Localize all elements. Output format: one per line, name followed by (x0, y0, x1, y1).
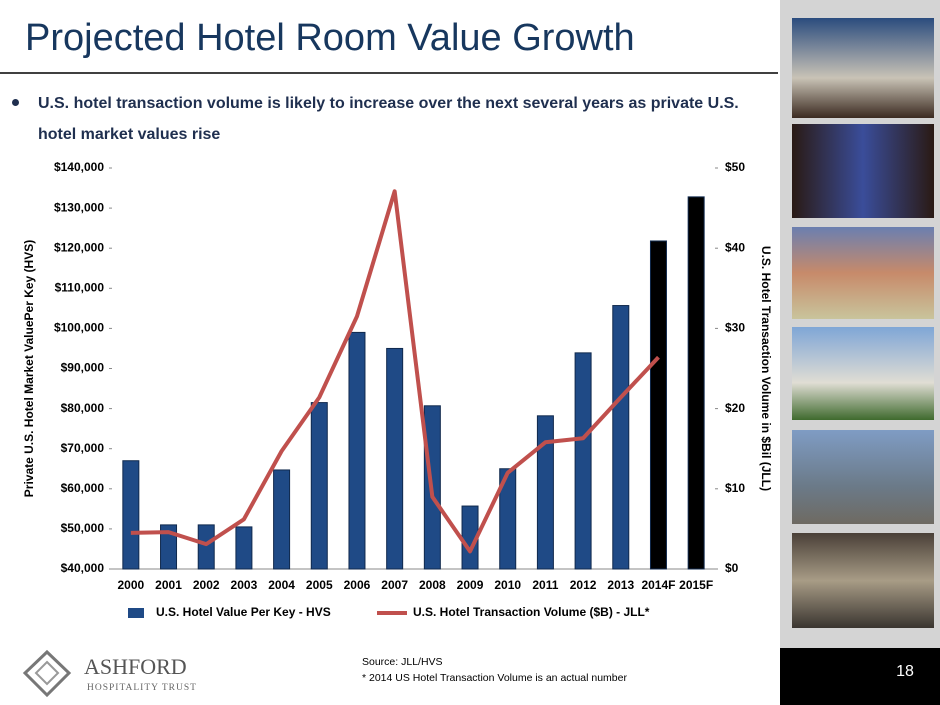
x-tick-label: 2008 (419, 578, 446, 592)
y-tick-label: $60,000 (61, 481, 105, 495)
x-tick-label: 2001 (155, 578, 182, 592)
photo (792, 430, 934, 524)
photo (792, 327, 934, 420)
y-tick-label: $80,000 (61, 401, 105, 415)
legend-label: U.S. Hotel Transaction Volume ($B) - JLL… (413, 605, 650, 619)
y-tick-label: $40,000 (61, 561, 105, 575)
y-tick-label: $70,000 (61, 441, 105, 455)
y-tick-label: $110,000 (55, 280, 105, 294)
y2-axis-title: U.S. Hotel Transaction Volume in $Bil (J… (759, 246, 773, 491)
x-tick-label: 2014F (641, 578, 675, 592)
photo (792, 18, 934, 118)
logo-name: ASHFORD (84, 654, 187, 679)
y-tick-label: $120,000 (54, 240, 104, 254)
source-note: Source: JLL/HVS (362, 656, 443, 668)
x-tick-label: 2015F (679, 578, 713, 592)
page-number: 18 (896, 663, 914, 680)
y-tick-label: $140,000 (54, 160, 104, 174)
bar (273, 469, 291, 570)
y2-tick-label: $0 (725, 561, 739, 575)
y2-tick-label: $30 (725, 321, 745, 335)
x-tick-label: 2010 (494, 578, 521, 592)
y-tick-label: $100,000 (54, 321, 104, 335)
bar (348, 331, 366, 570)
bar (649, 240, 667, 570)
x-tick-label: 2002 (193, 578, 220, 592)
x-tick-label: 2011 (532, 578, 558, 592)
bar (122, 460, 140, 570)
bullet-dot (12, 99, 19, 106)
x-tick-label: 2005 (306, 578, 333, 592)
footnote: * 2014 US Hotel Transaction Volume is an… (362, 672, 627, 684)
bar (612, 305, 630, 570)
bar (310, 402, 328, 570)
logo-mark (22, 649, 72, 698)
x-tick-label: 2009 (457, 578, 484, 592)
bar (386, 347, 404, 570)
bar (574, 352, 592, 570)
photo (792, 533, 934, 628)
bar (235, 526, 253, 570)
x-tick-label: 2003 (231, 578, 258, 592)
x-tick-label: 2006 (344, 578, 371, 592)
x-tick-label: 2004 (268, 578, 295, 592)
bullet-text: U.S. hotel transaction volume is likely … (38, 95, 739, 143)
y2-tick-label: $10 (725, 481, 745, 495)
y-tick-label: $90,000 (61, 361, 105, 375)
legend-swatch (128, 608, 144, 618)
logo-mark (34, 660, 60, 686)
y-tick-label: $130,000 (54, 200, 104, 214)
page-box (780, 648, 940, 705)
bar (160, 524, 178, 570)
legend-label: U.S. Hotel Value Per Key - HVS (156, 605, 331, 619)
x-tick-label: 2012 (570, 578, 597, 592)
y-axis-title: Private U.S. Hotel Market ValuePer Key (… (22, 240, 36, 497)
y2-tick-label: $20 (725, 401, 745, 415)
y2-tick-label: $50 (725, 160, 745, 174)
bar (536, 415, 554, 570)
bar (687, 196, 705, 570)
photo (792, 227, 934, 319)
slide-title: Projected Hotel Room Value Growth (25, 17, 635, 59)
y2-tick-label: $40 (725, 240, 745, 254)
logo: ASHFORD HOSPITALITY TRUST (22, 649, 197, 698)
x-tick-label: 2007 (381, 578, 408, 592)
photo (792, 124, 934, 218)
x-tick-label: 2000 (117, 578, 144, 592)
x-tick-label: 2013 (607, 578, 634, 592)
y-tick-label: $50,000 (61, 521, 105, 535)
logo-tagline: HOSPITALITY TRUST (87, 683, 197, 693)
bar (499, 468, 517, 570)
line-series (130, 189, 660, 554)
bar (197, 524, 215, 570)
